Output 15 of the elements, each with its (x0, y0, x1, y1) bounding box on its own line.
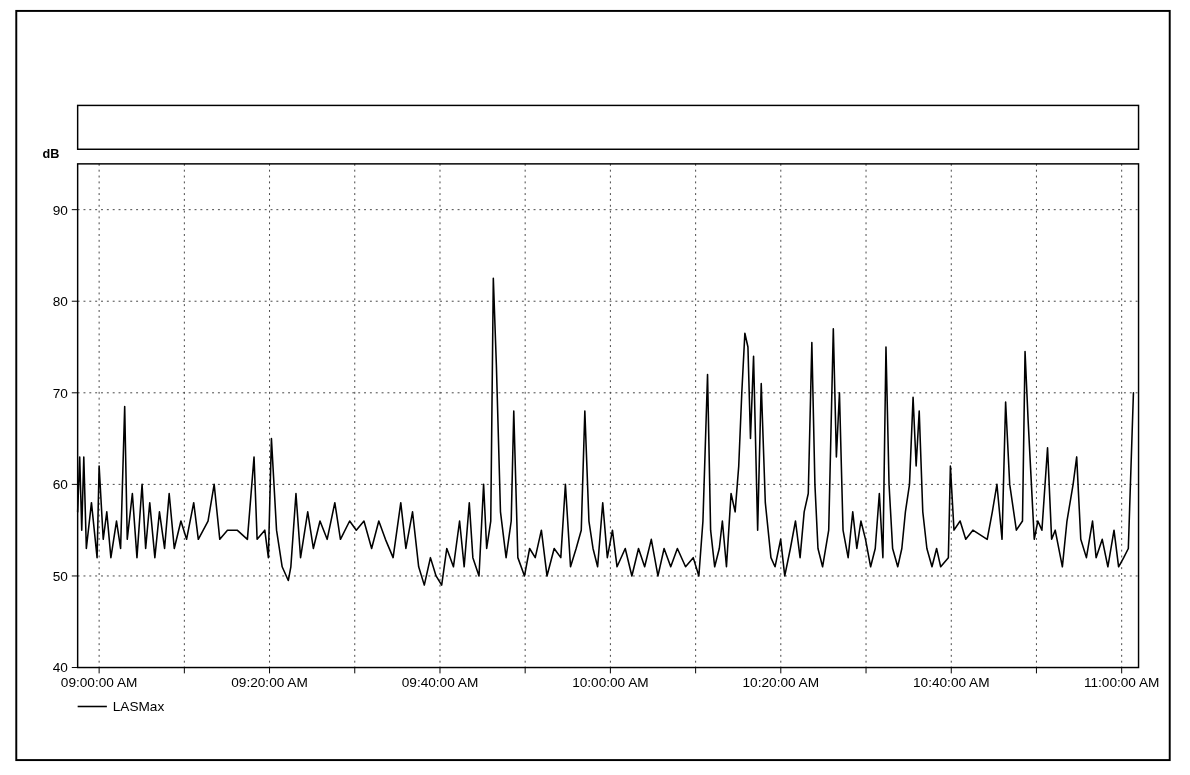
x-tick-label: 09:00:00 AM (60, 675, 138, 691)
y-axis-title: dB (42, 147, 60, 162)
y-tick-label: 40 (52, 660, 69, 676)
x-tick-label: 10:40:00 AM (913, 675, 990, 691)
y-tick-label: 50 (52, 568, 69, 584)
legend-label: LASMax (112, 699, 165, 715)
x-tick-label: 09:20:00 AM (231, 675, 308, 691)
x-tick-label: 11:00:00 AM (1083, 675, 1160, 691)
x-tick-label: 09:40:00 AM (401, 675, 479, 691)
x-tick-label: 10:20:00 AM (742, 675, 820, 691)
x-tick-label: 10:00:00 AM (572, 675, 649, 691)
y-tick-label: 70 (52, 385, 69, 401)
y-tick-label: 60 (52, 477, 69, 493)
y-tick-label: 80 (52, 294, 69, 310)
y-tick-label: 90 (52, 202, 69, 218)
